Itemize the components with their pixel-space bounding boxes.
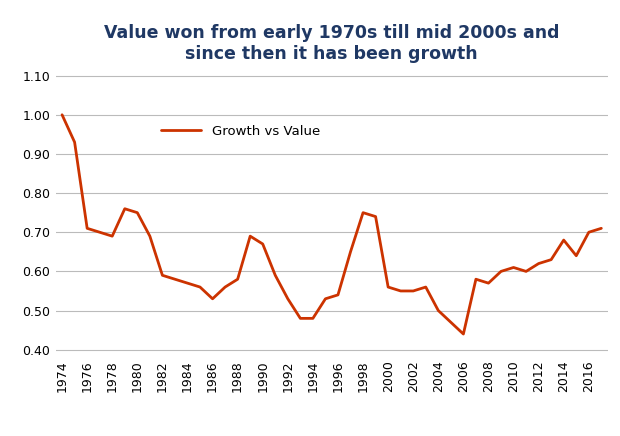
Growth vs Value	[259, 242, 267, 247]
Growth vs Value	[384, 284, 392, 290]
Growth vs Value	[71, 140, 78, 145]
Line: Growth vs Value: Growth vs Value	[62, 115, 601, 334]
Growth vs Value	[372, 214, 379, 219]
Growth vs Value	[171, 276, 179, 282]
Growth vs Value	[598, 226, 605, 231]
Growth vs Value	[523, 269, 530, 274]
Growth vs Value	[58, 112, 66, 117]
Growth vs Value	[133, 210, 141, 215]
Growth vs Value	[447, 320, 454, 325]
Growth vs Value	[108, 234, 116, 239]
Growth vs Value	[284, 296, 291, 301]
Growth vs Value	[585, 230, 593, 235]
Growth vs Value	[247, 234, 254, 239]
Growth vs Value	[334, 292, 342, 297]
Growth vs Value	[435, 308, 442, 313]
Growth vs Value	[272, 272, 279, 278]
Growth vs Value	[560, 238, 567, 243]
Growth vs Value	[184, 280, 191, 286]
Growth vs Value	[422, 284, 430, 290]
Growth vs Value	[146, 234, 154, 239]
Growth vs Value	[472, 276, 480, 282]
Growth vs Value	[159, 272, 166, 278]
Title: Value won from early 1970s till mid 2000s and
since then it has been growth: Value won from early 1970s till mid 2000…	[104, 24, 559, 63]
Growth vs Value	[485, 280, 492, 286]
Growth vs Value	[234, 276, 241, 282]
Growth vs Value	[209, 296, 216, 301]
Growth vs Value	[535, 261, 542, 266]
Growth vs Value	[572, 253, 580, 259]
Growth vs Value	[96, 230, 104, 235]
Growth vs Value	[547, 257, 555, 262]
Growth vs Value	[121, 206, 128, 211]
Growth vs Value	[221, 284, 229, 290]
Growth vs Value	[397, 288, 404, 293]
Growth vs Value	[347, 249, 354, 255]
Growth vs Value	[197, 284, 204, 290]
Growth vs Value	[459, 331, 467, 337]
Growth vs Value	[360, 210, 367, 215]
Legend: Growth vs Value: Growth vs Value	[156, 119, 325, 143]
Growth vs Value	[409, 288, 417, 293]
Growth vs Value	[84, 226, 91, 231]
Growth vs Value	[322, 296, 329, 301]
Growth vs Value	[296, 316, 304, 321]
Growth vs Value	[309, 316, 317, 321]
Growth vs Value	[510, 265, 517, 270]
Growth vs Value	[497, 269, 505, 274]
